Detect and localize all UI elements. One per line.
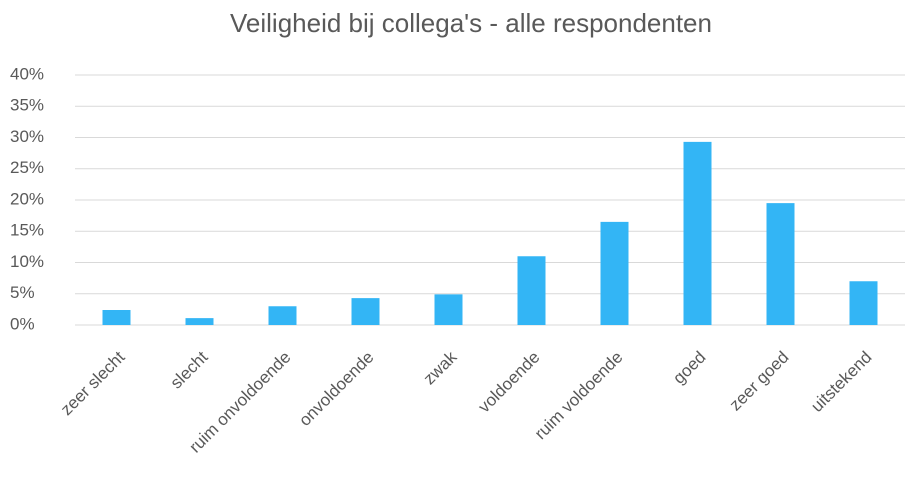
y-tick-label: 35% — [10, 96, 44, 115]
bar — [434, 294, 463, 325]
y-tick-label: 20% — [10, 189, 44, 208]
bar — [849, 281, 878, 325]
x-tick-label: zeer slecht — [57, 347, 129, 419]
chart-title: Veiligheid bij collega's - alle responde… — [230, 8, 712, 38]
bar — [351, 298, 380, 325]
x-tick-label: slecht — [167, 347, 212, 392]
bar — [766, 203, 795, 325]
x-tick-label: ruim voldoende — [531, 348, 627, 444]
x-tick-label: onvoldoende — [295, 348, 377, 430]
x-tick-label: zeer goed — [726, 348, 793, 415]
y-tick-label: 0% — [10, 314, 35, 333]
bar — [102, 310, 131, 325]
x-tick-label: voldoende — [475, 348, 544, 417]
x-tick-label: uitstekend — [807, 348, 875, 416]
y-tick-label: 10% — [10, 252, 44, 271]
x-tick-label: zwak — [420, 347, 461, 388]
x-tick-label: goed — [669, 348, 709, 388]
y-tick-label: 40% — [10, 64, 44, 83]
y-tick-label: 15% — [10, 221, 44, 240]
bar — [185, 318, 214, 325]
bar — [268, 306, 297, 325]
y-tick-label: 5% — [10, 283, 35, 302]
y-tick-label: 25% — [10, 158, 44, 177]
bar — [683, 141, 712, 325]
bar — [517, 256, 546, 325]
y-tick-label: 30% — [10, 127, 44, 146]
bar — [600, 221, 629, 325]
